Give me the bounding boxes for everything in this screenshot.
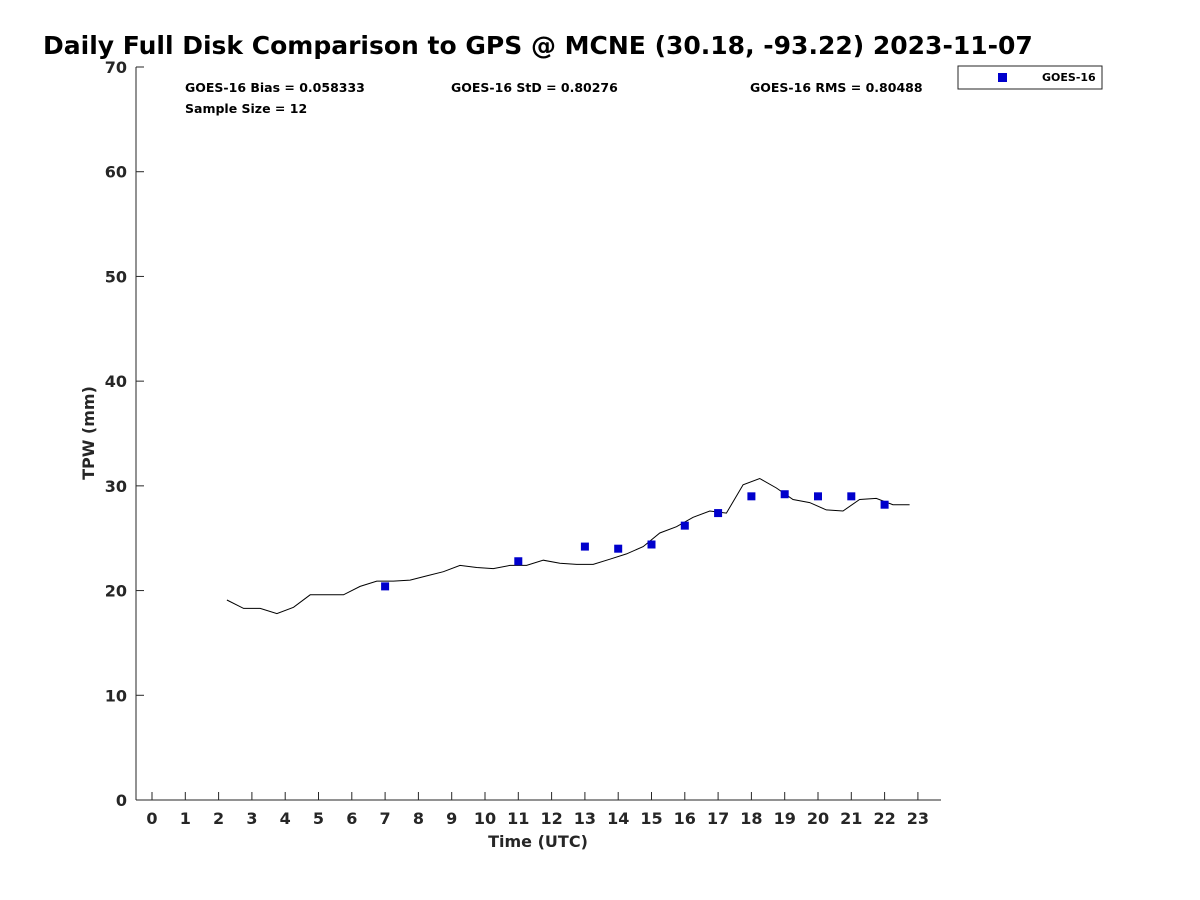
goes16-point (614, 544, 623, 553)
goes16-point (381, 582, 390, 591)
goes16-point (580, 542, 589, 551)
gps-tpw-line (226, 477, 910, 615)
x-axis-ticks: 0 1 2 3 4 5 6 7 8 9 10 11 12 13 14 15 16 17 18 19 20 21 22 23 (146, 792, 929, 828)
goes16-point (880, 500, 889, 509)
x-tick-label: 6 (346, 809, 357, 828)
x-tick-label: 4 (280, 809, 291, 828)
y-axis-label: TPW (mm) (79, 386, 98, 480)
y-tick-label: 70 (105, 58, 127, 77)
y-axis-ticks: 0 10 20 30 40 50 60 70 (105, 58, 144, 810)
y-tick-label: 50 (105, 267, 127, 286)
x-tick-label: 0 (146, 809, 157, 828)
x-tick-label: 18 (740, 809, 762, 828)
gps-series-layer (226, 477, 910, 615)
x-tick-label: 10 (474, 809, 496, 828)
goes16-point (847, 492, 856, 501)
bias-stat: GOES-16 Bias = 0.058333 (185, 80, 365, 95)
legend-label: GOES-16 (1042, 71, 1096, 84)
goes16-point (714, 509, 723, 518)
sample-size-stat: Sample Size = 12 (185, 101, 307, 116)
x-tick-label: 14 (607, 809, 629, 828)
x-tick-label: 17 (707, 809, 729, 828)
goes16-point (747, 492, 756, 501)
y-tick-label: 40 (105, 372, 127, 391)
goes16-point (680, 521, 689, 530)
goes16-point (814, 492, 822, 501)
x-tick-label: 19 (774, 809, 796, 828)
std-stat: GOES-16 StD = 0.80276 (451, 80, 618, 95)
x-tick-label: 20 (807, 809, 829, 828)
y-tick-label: 60 (105, 163, 127, 182)
goes16-point (780, 490, 789, 499)
legend-box (957, 65, 1103, 90)
x-tick-label: 23 (907, 809, 929, 828)
x-tick-label: 15 (640, 809, 662, 828)
x-tick-label: 22 (873, 809, 895, 828)
legend: GOES-16 (957, 65, 1103, 90)
x-tick-label: 9 (446, 809, 457, 828)
x-tick-label: 1 (180, 809, 191, 828)
y-tick-label: 20 (105, 582, 127, 601)
rms-stat: GOES-16 RMS = 0.80488 (750, 80, 923, 95)
x-tick-label: 5 (313, 809, 324, 828)
y-tick-label: 10 (105, 686, 127, 705)
x-axis-label: Time (UTC) (488, 832, 588, 851)
x-tick-label: 2 (213, 809, 224, 828)
x-tick-label: 21 (840, 809, 862, 828)
x-tick-label: 16 (674, 809, 696, 828)
x-tick-label: 12 (540, 809, 562, 828)
y-tick-label: 30 (105, 477, 127, 496)
goes16-point (514, 557, 523, 566)
x-tick-label: 3 (246, 809, 257, 828)
goes16-series-layer (381, 490, 889, 591)
chart-title: Daily Full Disk Comparison to GPS @ MCNE… (43, 31, 1033, 60)
x-tick-label: 7 (380, 809, 391, 828)
goes16-point (647, 540, 656, 549)
x-tick-label: 11 (507, 809, 529, 828)
legend-marker (998, 73, 1007, 82)
y-tick-label: 0 (116, 791, 127, 810)
x-tick-label: 13 (574, 809, 596, 828)
x-tick-label: 8 (413, 809, 424, 828)
